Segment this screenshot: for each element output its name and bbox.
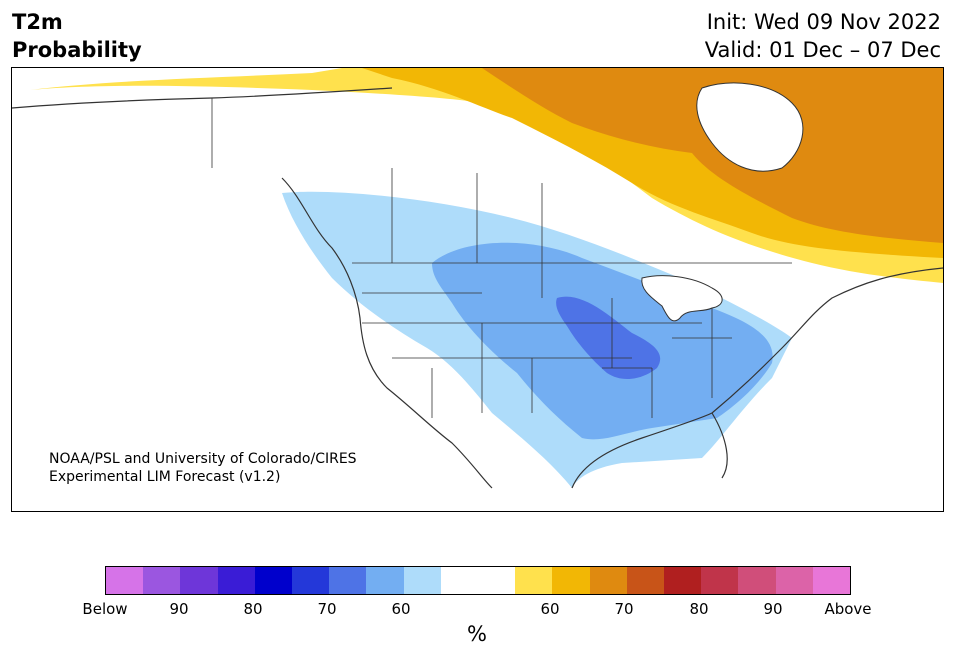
colorbar-swatch [701, 567, 739, 594]
colorbar-swatch [106, 567, 144, 594]
product-label: Probability [12, 38, 142, 62]
colorbar-swatch [292, 567, 330, 594]
great-lakes [641, 275, 723, 322]
credit-line-1: NOAA/PSL and University of Colorado/CIRE… [49, 451, 357, 467]
colorbar-tick-below-70: 70 [317, 600, 337, 618]
colorbar-swatch [589, 567, 627, 594]
colorbar-tick-above-80: 80 [689, 600, 709, 618]
below-80 [556, 296, 661, 380]
map-panel[interactable] [11, 67, 944, 512]
colorbar-swatch [738, 567, 776, 594]
colorbar-tick-above-70: 70 [614, 600, 634, 618]
variable-label: T2m [12, 10, 63, 34]
colorbar-swatch [180, 567, 218, 594]
colorbar-tick-above-90: 90 [763, 600, 783, 618]
colorbar-unit: % [467, 622, 487, 646]
map-title: T2m Probability [12, 8, 142, 64]
colorbar-tick-below-60: 60 [391, 600, 411, 618]
colorbar-swatch [664, 567, 702, 594]
above-80 [482, 68, 943, 243]
colorbar-swatch [143, 567, 181, 594]
credit-line-2: Experimental LIM Forecast (v1.2) [49, 469, 281, 485]
colorbar-swatch [254, 567, 293, 594]
colorbar-swatch [329, 567, 367, 594]
colorbar-swatch [775, 567, 813, 594]
colorbar-swatch [217, 567, 255, 594]
colorbar-swatch [552, 567, 590, 594]
colorbar-swatch [366, 567, 404, 594]
init-date: Init: Wed 09 Nov 2022 [706, 10, 941, 34]
colorbar-tick-below-80: 80 [243, 600, 263, 618]
valid-range: Valid: 01 Dec – 07 Dec [704, 38, 941, 62]
colorbar [105, 566, 851, 595]
colorbar-swatch [626, 567, 665, 594]
colorbar-swatch [478, 567, 516, 594]
forecast-dates: Init: Wed 09 Nov 2022 Valid: 01 Dec – 07… [705, 8, 941, 64]
credit-text: NOAA/PSL and University of Colorado/CIRE… [49, 450, 357, 486]
colorbar-tick-above: Above [824, 600, 872, 618]
colorbar-swatch [515, 567, 553, 594]
colorbar-swatch [440, 567, 479, 594]
colorbar-tick-above-60: 60 [540, 600, 560, 618]
colorbar-swatch [403, 567, 441, 594]
colorbar-tick-below-90: 90 [169, 600, 189, 618]
colorbar-tick-below: Below [82, 600, 128, 618]
forecast-map [12, 68, 943, 489]
hudson-bay [696, 82, 804, 172]
political-boundaries [211, 98, 792, 418]
colorbar-swatch [812, 567, 851, 594]
